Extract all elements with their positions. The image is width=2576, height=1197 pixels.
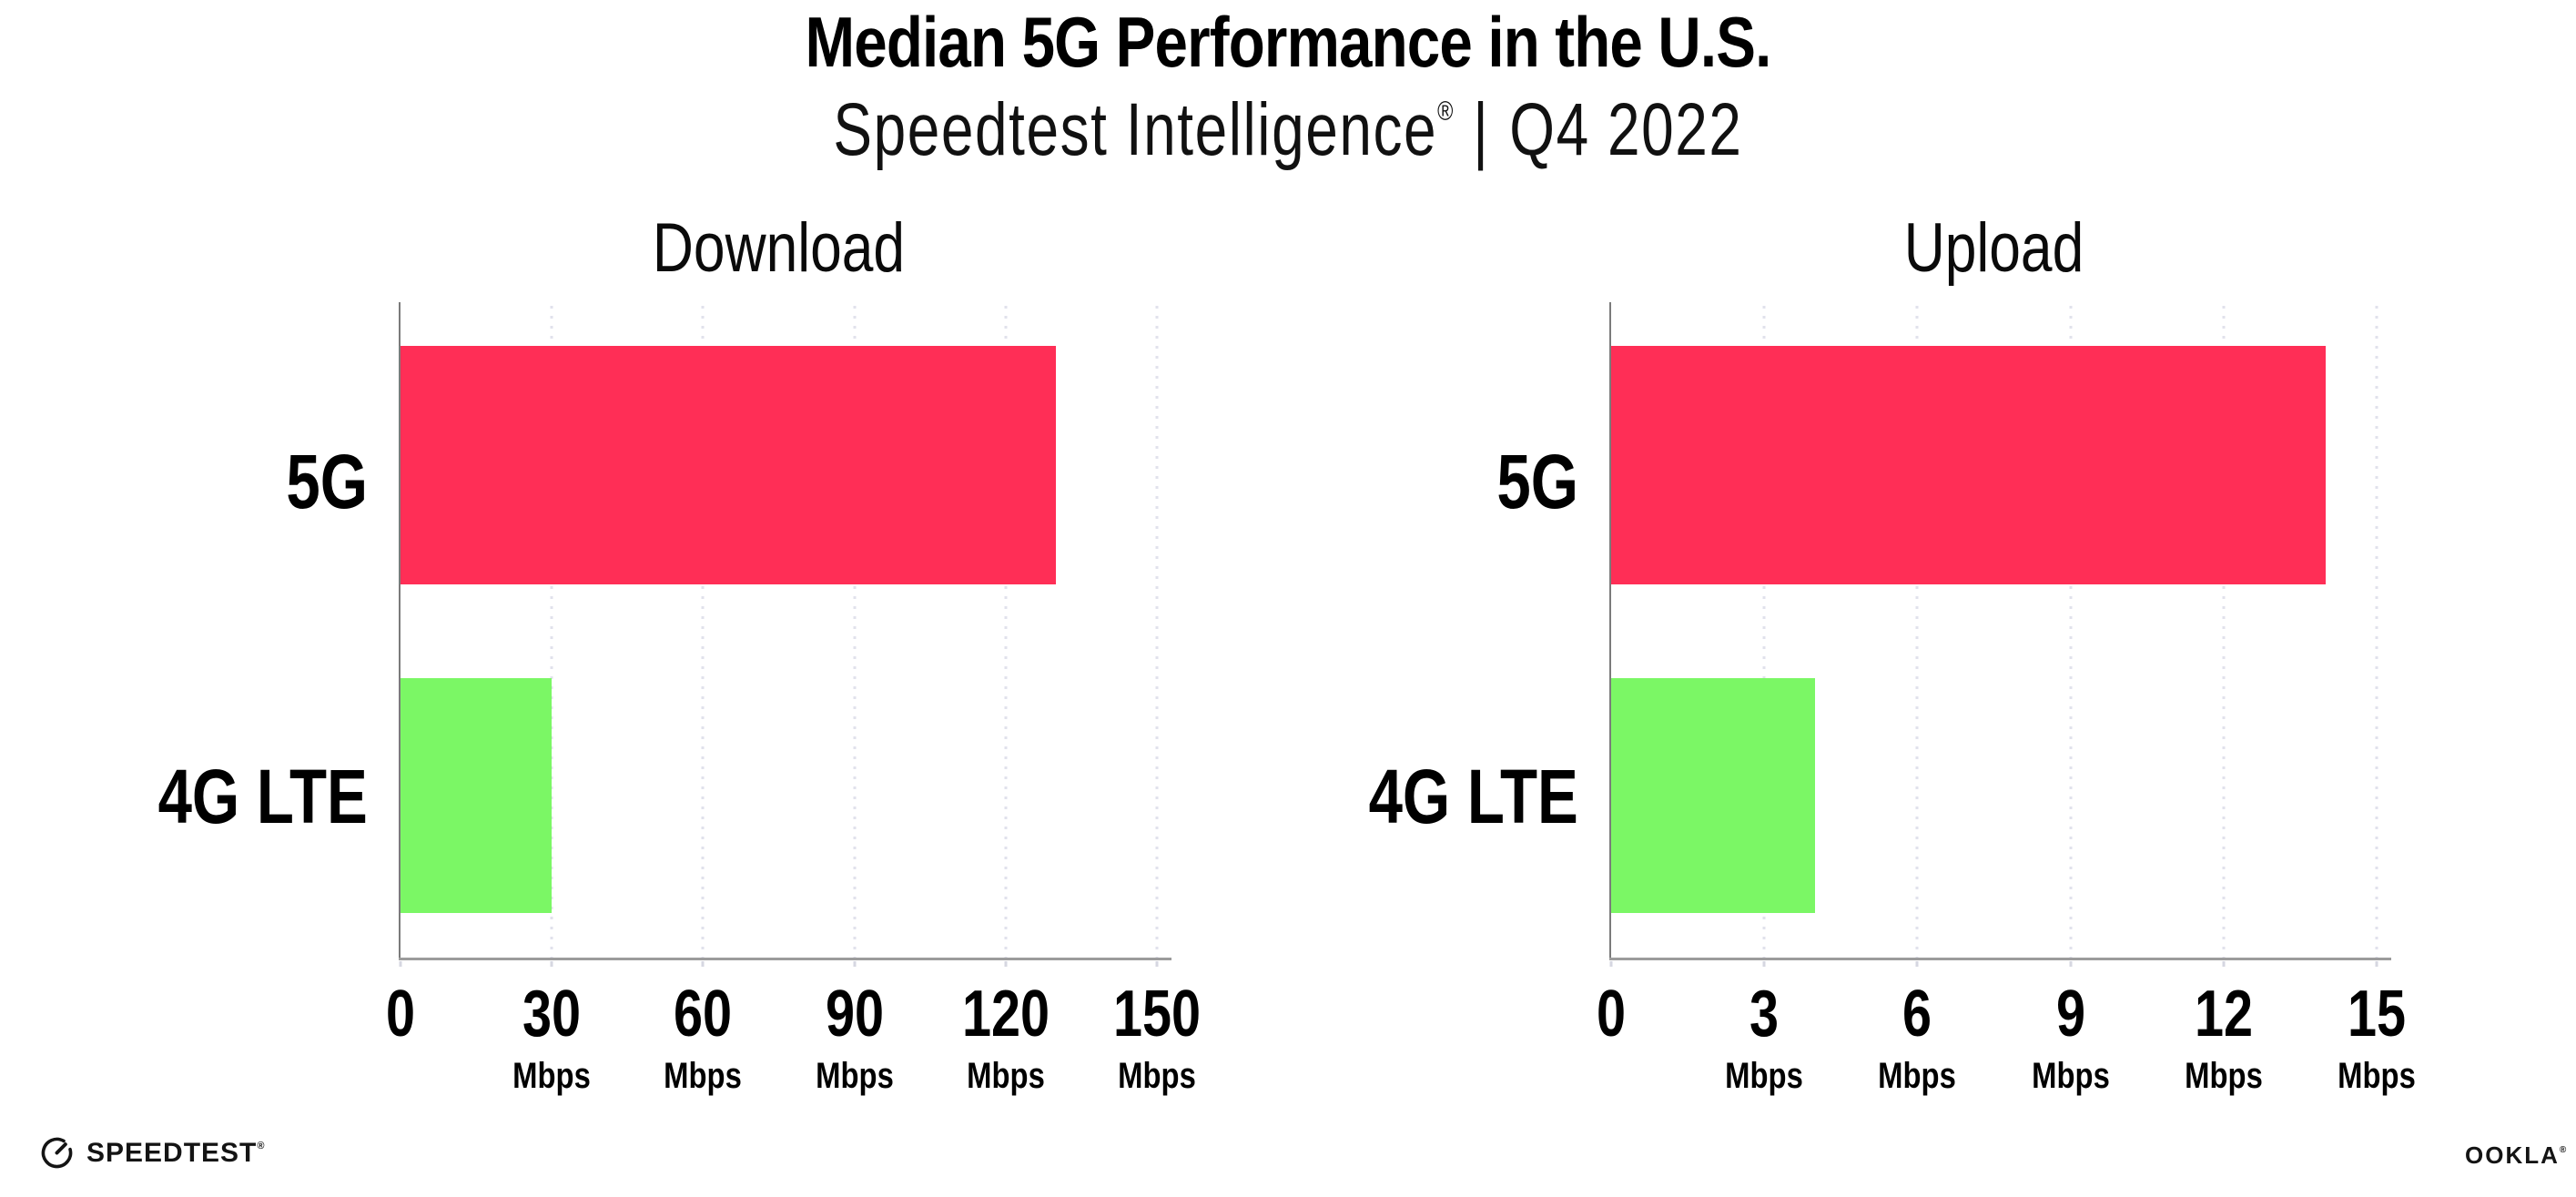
axis-tick: 120 Mbps [951,981,1060,1094]
axis-subtick [701,961,705,967]
category-label: 5G [1496,439,1578,524]
axis-tick: 3 Mbps [1717,981,1811,1094]
bar-5g [1611,346,2326,584]
axis-subtick [1762,961,1766,967]
speedtest-gauge-icon [40,1136,74,1170]
axis-subtick [2069,961,2073,967]
axis-subtick [853,961,857,967]
gridline [1915,306,1919,958]
tick-number: 15 [2347,978,2407,1050]
axis-subtick [2375,961,2378,967]
upload-chart: Upload 0 3 Mbps 6 Mbps 9 Mbps 12 Mbps 15 Mbps 5G 4G … [1369,214,2416,1095]
axis-tick: 6 Mbps [1870,981,1964,1094]
gridline [701,306,705,958]
gridline [853,306,857,958]
tick-unit: Mbps [2338,1056,2416,1096]
tick-number: 6 [1902,978,1932,1050]
tick-unit: Mbps [512,1056,592,1096]
bar-5g [401,346,1057,584]
axis-tick: 0 [1593,981,1629,1047]
axis-tick: 0 [382,981,419,1047]
axis-subtick [1155,961,1159,967]
tick-unit: Mbps [966,1056,1045,1096]
subtitle-brand: Speedtest Intelligence [833,88,1438,171]
category-label: 5G [286,439,368,524]
ookla-registered-mark: ® [2559,1145,2567,1155]
subtitle-divider: | [1473,88,1490,171]
tick-number: 30 [522,978,582,1050]
axis-subtick [1609,961,1613,967]
tick-number: 9 [2055,978,2085,1050]
download-chart-title: Download [652,209,906,287]
gridline [1155,306,1159,958]
speedtest-wordmark: SPEEDTEST® [86,1137,265,1168]
axis-tick: 15 Mbps [2329,981,2424,1094]
tick-number: 3 [1749,978,1780,1050]
registered-mark: ® [1437,96,1454,127]
axis-subtick [399,961,402,967]
gridline [1004,306,1008,958]
speedtest-registered-mark: ® [257,1140,265,1151]
page-subtitle: Speedtest Intelligence® | Q4 2022 [283,87,2292,173]
category-label: 4G LTE [1368,754,1578,839]
tick-unit: Mbps [1878,1056,1957,1096]
tick-number: 90 [825,978,884,1050]
axis-tick: 150 Mbps [1102,981,1212,1094]
page-title: Median 5G Performance in the U.S. [805,2,1772,82]
gridline [1762,306,1766,958]
axis-tick: 90 Mbps [806,981,901,1094]
tick-unit: Mbps [664,1056,743,1096]
tick-number: 60 [674,978,733,1050]
axis-tick: 30 Mbps [504,981,599,1094]
gridline [550,306,553,958]
tick-unit: Mbps [1118,1056,1196,1096]
tick-number: 12 [2194,978,2253,1050]
tick-unit: Mbps [1725,1056,1804,1096]
axis-subtick [2222,961,2226,967]
tick-number: 0 [385,978,416,1050]
axis-tick: 60 Mbps [655,981,750,1094]
axis-tick: 12 Mbps [2176,981,2271,1094]
ookla-logo: OOKLA® [2465,1143,2566,1167]
tick-unit: Mbps [2184,1056,2263,1096]
category-label: 4G LTE [157,754,368,839]
gridline [2375,306,2378,958]
subtitle-period: Q4 2022 [1509,88,1743,171]
tick-unit: Mbps [2031,1056,2110,1096]
axis-subtick [550,961,553,967]
download-chart: Download 0 30 Mbps 60 Mbps 90 Mbps 120 Mbps 150 Mb… [158,214,1201,1095]
tick-unit: Mbps [815,1056,894,1096]
ookla-wordmark-text: OOKLA [2465,1141,2560,1169]
axis-subtick [1004,961,1008,967]
speedtest-wordmark-text: SPEEDTEST [86,1137,258,1168]
gridline [2069,306,2073,958]
bar-4g-lte [1611,678,1816,913]
tick-number: 120 [961,978,1050,1050]
bar-4g-lte [401,678,553,913]
axis-tick: 9 Mbps [2023,981,2117,1094]
tick-number: 0 [1596,978,1627,1050]
axis-subtick [1915,961,1919,967]
speedtest-logo: SPEEDTEST® [40,1136,264,1170]
upload-chart-title: Upload [1903,209,2084,287]
gridline [2222,306,2226,958]
tick-number: 150 [1112,978,1202,1050]
